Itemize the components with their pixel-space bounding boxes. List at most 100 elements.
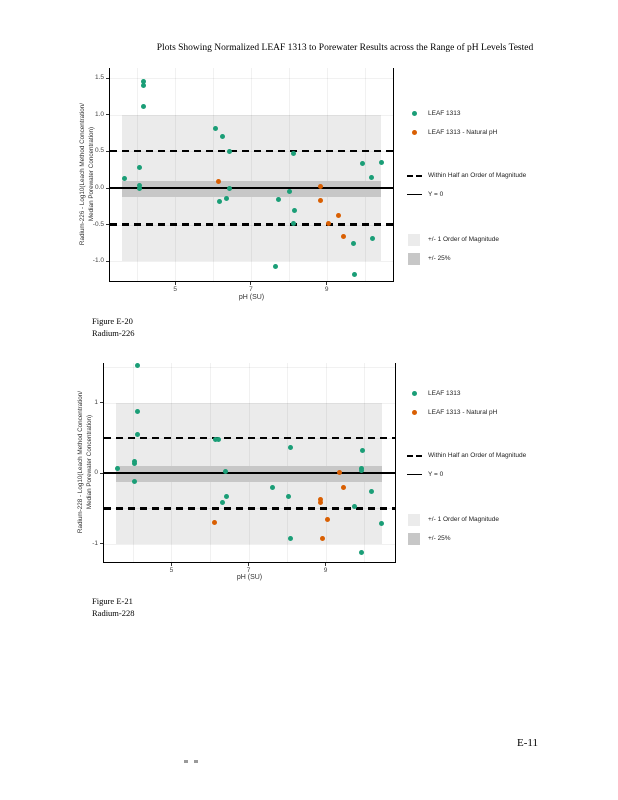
figure-caption-fig1: Figure E-20 Radium-226 [92, 316, 135, 339]
caption-subtitle: Radium-228 [92, 607, 135, 618]
axis-line-right [393, 68, 394, 282]
data-point-leaf-1313 [359, 160, 365, 166]
y-tick-label: 0.5 [94, 147, 104, 155]
reference-line-dashed [110, 223, 393, 227]
data-point-leaf-1313 [220, 133, 226, 139]
axis-line-bottom [103, 562, 396, 563]
axis-tick [106, 224, 109, 226]
reference-line-y0 [110, 187, 393, 189]
legend-item-dark-band: +/- 25% [406, 529, 571, 548]
x-tick-label: 9 [323, 567, 328, 574]
data-point-leaf-1313 [287, 189, 293, 195]
data-point-leaf-1313 [368, 488, 374, 494]
axis-tick [106, 187, 109, 189]
natural-point-icon [411, 410, 417, 415]
dashed-line-icon [406, 454, 422, 457]
band-25-percent [115, 466, 382, 482]
legend-item-dashed: Within Half an Order of Magnitude [406, 446, 571, 465]
y-axis-label-line2: Median Porewater Concentration) [88, 126, 96, 222]
x-axis-label-fig1: pH (SU) [238, 294, 265, 301]
legend-item-solid: Y = 0 [406, 185, 571, 204]
data-point-natural-ph [335, 212, 341, 218]
x-tick-label: 7 [249, 286, 253, 293]
dark-band-swatch-icon [408, 532, 420, 545]
axis-tick [100, 472, 103, 474]
y-tick-label: -1.0 [92, 257, 104, 265]
axis-tick [174, 282, 176, 285]
band-25-percent [122, 180, 381, 198]
chart-panel [110, 68, 393, 281]
data-point-leaf-1313 [140, 83, 146, 89]
data-point-leaf-1313 [140, 78, 146, 84]
gridline-vertical [175, 68, 177, 281]
page-title: Plots Showing Normalized LEAF 1313 to Po… [156, 43, 534, 53]
data-point-leaf-1313 [226, 148, 232, 154]
y-axis-label-fig2: Radium-228 - Log10(Leach Method Concentr… [76, 332, 98, 592]
legend-label: LEAF 1313 [428, 110, 461, 117]
legend-item-leaf: LEAF 1313 [406, 104, 571, 123]
gridline-vertical [325, 363, 327, 562]
axis-tick [250, 282, 252, 285]
y-tick-label: -0.5 [92, 220, 104, 228]
x-tick-label: 5 [169, 567, 174, 574]
axis-tick [106, 150, 109, 152]
legend-item-dark-band: +/- 25% [406, 249, 571, 268]
x-tick-label: 9 [324, 286, 329, 293]
data-point-natural-ph [324, 517, 330, 523]
data-point-leaf-1313 [285, 493, 291, 499]
dark-band-swatch-icon [408, 252, 420, 265]
x-tick-label: 7 [246, 567, 251, 574]
solid-line-icon [406, 193, 422, 196]
axis-tick [325, 563, 327, 566]
y-tick-label: 1 [94, 398, 98, 406]
data-point-leaf-1313 [269, 484, 275, 490]
data-point-leaf-1313 [290, 220, 296, 226]
y-tick-label: -1 [92, 539, 98, 547]
data-point-natural-ph [340, 233, 346, 239]
data-point-natural-ph [215, 178, 221, 184]
data-point-leaf-1313 [140, 104, 146, 110]
gridline-vertical [171, 363, 173, 562]
legend-label: LEAF 1313 - Natural pH [428, 129, 498, 136]
data-point-leaf-1313 [290, 151, 296, 157]
axis-line-right [395, 363, 396, 563]
data-point-leaf-1313 [135, 431, 141, 437]
reference-line-dashed [110, 150, 393, 153]
chart-panel [104, 363, 395, 562]
data-point-leaf-1313 [288, 445, 294, 451]
gridline-vertical [213, 68, 215, 281]
y-tick-label: 0 [94, 469, 98, 477]
data-point-leaf-1313 [351, 241, 357, 247]
legend-label: Within Half an Order of Magnitude [428, 452, 527, 459]
axis-tick [170, 563, 172, 566]
data-point-leaf-1313 [291, 207, 297, 213]
data-point-leaf-1313 [219, 499, 225, 505]
data-point-natural-ph [325, 220, 331, 226]
legend-item-dashed: Within Half an Order of Magnitude [406, 166, 571, 185]
gridline-horizontal [104, 367, 395, 369]
y-axis-label-line2: Median Porewater Concentration) [86, 414, 94, 510]
data-point-leaf-1313 [276, 196, 282, 202]
data-point-leaf-1313 [137, 165, 143, 171]
data-point-leaf-1313 [288, 535, 294, 541]
dashed-line-icon [406, 174, 422, 177]
legend-item-light-band: +/- 1 Order of Magnitude [406, 510, 571, 529]
gridline-vertical [250, 68, 252, 281]
gridline-vertical [248, 363, 250, 562]
axis-tick [326, 282, 328, 285]
gridline-horizontal [110, 114, 393, 116]
data-point-leaf-1313 [137, 183, 143, 189]
data-point-leaf-1313 [226, 185, 232, 191]
data-point-leaf-1313 [368, 174, 374, 180]
gridline-vertical [287, 363, 289, 562]
page-number: E-11 [517, 737, 538, 749]
data-point-leaf-1313 [216, 198, 222, 204]
leaf-point-icon [411, 111, 417, 116]
data-point-leaf-1313 [359, 549, 365, 555]
figure-caption-fig2: Figure E-21 Radium-228 [92, 596, 135, 619]
legend-label: +/- 1 Order of Magnitude [428, 516, 499, 523]
y-axis-label-line1: Radium-226 - Log10(Leach Method Concentr… [79, 102, 86, 246]
data-point-natural-ph [212, 519, 218, 525]
solid-line-icon [406, 473, 422, 476]
